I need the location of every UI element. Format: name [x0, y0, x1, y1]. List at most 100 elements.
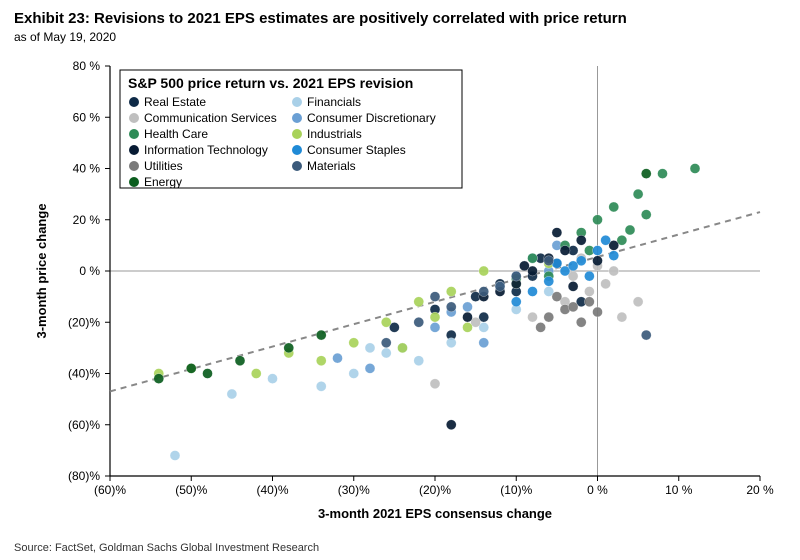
- data-point: [398, 343, 408, 353]
- data-point: [479, 287, 489, 297]
- y-tick-label: 40 %: [73, 162, 101, 176]
- data-point: [446, 302, 456, 312]
- legend-swatch: [129, 97, 139, 107]
- data-point: [414, 356, 424, 366]
- data-point: [316, 330, 326, 340]
- data-point: [316, 356, 326, 366]
- data-point: [495, 281, 505, 291]
- data-point: [593, 215, 603, 225]
- data-point: [349, 338, 359, 348]
- x-tick-label: (60)%: [94, 483, 126, 497]
- data-point: [609, 251, 619, 261]
- data-point: [446, 287, 456, 297]
- data-point: [593, 246, 603, 256]
- x-axis-label: 3-month 2021 EPS consensus change: [318, 506, 552, 521]
- y-tick-label: 80 %: [73, 59, 101, 73]
- data-point: [430, 312, 440, 322]
- data-point: [625, 225, 635, 235]
- x-tick-label: (30)%: [338, 483, 370, 497]
- data-point: [430, 292, 440, 302]
- legend-label: Health Care: [144, 127, 208, 141]
- data-point: [690, 164, 700, 174]
- data-point: [446, 338, 456, 348]
- legend-label: Financials: [307, 95, 361, 109]
- x-tick-label: (20)%: [419, 483, 451, 497]
- data-point: [536, 322, 546, 332]
- data-point: [552, 292, 562, 302]
- legend-label: Energy: [144, 175, 182, 189]
- data-point: [633, 297, 643, 307]
- data-point: [463, 322, 473, 332]
- data-point: [381, 338, 391, 348]
- exhibit-title: Exhibit 23: Revisions to 2021 EPS estima…: [14, 10, 627, 27]
- legend-label: Information Technology: [144, 143, 268, 157]
- data-point: [430, 379, 440, 389]
- data-point: [544, 312, 554, 322]
- x-tick-label: 10 %: [665, 483, 693, 497]
- legend-swatch: [129, 161, 139, 171]
- data-point: [365, 343, 375, 353]
- data-point: [528, 312, 538, 322]
- legend-swatch: [292, 145, 302, 155]
- data-point: [609, 266, 619, 276]
- data-point: [463, 312, 473, 322]
- y-tick-label: (20)%: [68, 315, 100, 329]
- legend-swatch: [129, 177, 139, 187]
- data-point: [601, 279, 611, 289]
- data-point: [333, 353, 343, 363]
- x-tick-label: (10)%: [500, 483, 532, 497]
- x-tick-label: (50)%: [175, 483, 207, 497]
- data-point: [568, 302, 578, 312]
- data-point: [568, 281, 578, 291]
- data-point: [528, 287, 538, 297]
- data-point: [568, 261, 578, 271]
- data-point: [601, 235, 611, 245]
- data-point: [511, 297, 521, 307]
- data-point: [584, 297, 594, 307]
- legend-swatch: [292, 97, 302, 107]
- data-point: [519, 261, 529, 271]
- x-tick-label: (40)%: [256, 483, 288, 497]
- data-point: [414, 297, 424, 307]
- data-point: [170, 451, 180, 461]
- data-point: [593, 307, 603, 317]
- legend-label: Consumer Staples: [307, 143, 406, 157]
- y-tick-label: 0 %: [79, 264, 100, 278]
- y-tick-label: (80)%: [68, 469, 100, 483]
- data-point: [316, 381, 326, 391]
- data-point: [430, 322, 440, 332]
- legend-swatch: [292, 129, 302, 139]
- data-point: [528, 253, 538, 263]
- legend-swatch: [129, 113, 139, 123]
- data-point: [227, 389, 237, 399]
- x-tick-label: 20 %: [746, 483, 774, 497]
- data-point: [544, 276, 554, 286]
- data-point: [544, 256, 554, 266]
- data-point: [186, 363, 196, 373]
- legend-label: Industrials: [307, 127, 362, 141]
- data-point: [641, 210, 651, 220]
- data-point: [479, 266, 489, 276]
- data-point: [203, 369, 213, 379]
- data-point: [414, 317, 424, 327]
- legend-swatch: [129, 145, 139, 155]
- data-point: [633, 189, 643, 199]
- y-tick-label: (60)%: [68, 418, 100, 432]
- y-tick-label: (40)%: [68, 367, 100, 381]
- data-point: [268, 374, 278, 384]
- legend-swatch: [292, 113, 302, 123]
- data-point: [560, 246, 570, 256]
- data-point: [593, 256, 603, 266]
- legend-swatch: [292, 161, 302, 171]
- data-point: [463, 302, 473, 312]
- data-point: [609, 202, 619, 212]
- data-point: [584, 271, 594, 281]
- data-point: [552, 228, 562, 238]
- data-point: [381, 317, 391, 327]
- data-point: [235, 356, 245, 366]
- data-point: [511, 271, 521, 281]
- legend-swatch: [129, 129, 139, 139]
- x-tick-label: 0 %: [587, 483, 608, 497]
- data-point: [446, 420, 456, 430]
- data-point: [381, 348, 391, 358]
